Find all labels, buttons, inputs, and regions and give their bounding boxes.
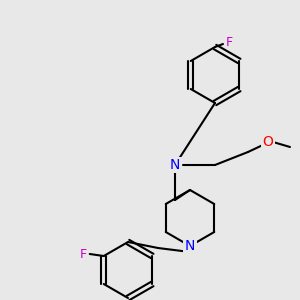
Text: N: N [185,239,195,253]
Text: O: O [262,135,273,149]
Text: N: N [170,158,180,172]
Text: F: F [225,35,233,49]
Text: F: F [80,248,87,260]
